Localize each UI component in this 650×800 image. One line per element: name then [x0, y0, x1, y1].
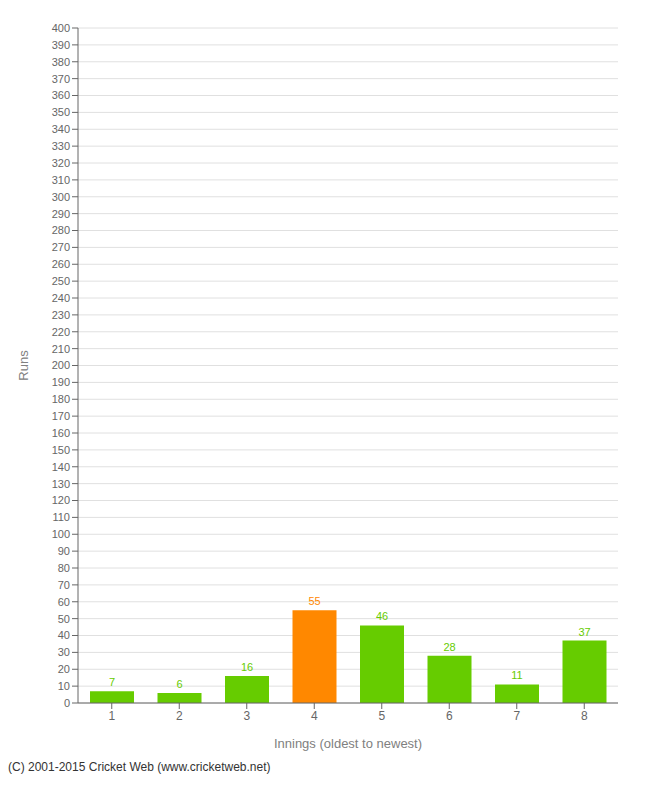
svg-text:50: 50	[58, 613, 70, 625]
svg-text:28: 28	[443, 641, 455, 653]
svg-text:300: 300	[52, 191, 70, 203]
svg-text:4: 4	[311, 709, 318, 723]
svg-text:Runs: Runs	[16, 350, 31, 381]
svg-text:30: 30	[58, 646, 70, 658]
svg-text:10: 10	[58, 680, 70, 692]
svg-text:100: 100	[52, 528, 70, 540]
svg-text:290: 290	[52, 208, 70, 220]
svg-text:320: 320	[52, 157, 70, 169]
svg-text:46: 46	[376, 610, 388, 622]
svg-text:60: 60	[58, 596, 70, 608]
svg-text:40: 40	[58, 629, 70, 641]
svg-text:Innings (oldest to newest): Innings (oldest to newest)	[274, 736, 422, 751]
svg-text:240: 240	[52, 292, 70, 304]
svg-text:190: 190	[52, 376, 70, 388]
svg-text:370: 370	[52, 73, 70, 85]
svg-text:170: 170	[52, 410, 70, 422]
svg-text:210: 210	[52, 343, 70, 355]
svg-text:16: 16	[241, 661, 253, 673]
svg-text:160: 160	[52, 427, 70, 439]
html-text:(C) 2001-2015 Cricket Web (www: (C) 2001-2015 Cricket Web (www.cricketwe…	[8, 760, 271, 774]
svg-text:80: 80	[58, 562, 70, 574]
svg-text:180: 180	[52, 393, 70, 405]
svg-text:6: 6	[446, 709, 453, 723]
svg-text:11: 11	[511, 669, 522, 681]
svg-text:8: 8	[581, 709, 588, 723]
svg-text:90: 90	[58, 545, 70, 557]
svg-text:55: 55	[308, 595, 320, 607]
svg-text:260: 260	[52, 258, 70, 270]
svg-text:230: 230	[52, 309, 70, 321]
svg-text:7: 7	[513, 709, 520, 723]
svg-text:140: 140	[52, 461, 70, 473]
svg-text:5: 5	[378, 709, 385, 723]
svg-text:2: 2	[176, 709, 183, 723]
svg-text:0: 0	[64, 697, 70, 709]
svg-text:400: 400	[52, 22, 70, 34]
svg-text:130: 130	[52, 478, 70, 490]
svg-text:200: 200	[52, 359, 70, 371]
svg-text:20: 20	[58, 663, 70, 675]
svg-text:120: 120	[52, 494, 70, 506]
svg-text:110: 110	[52, 511, 70, 523]
svg-text:37: 37	[578, 626, 590, 638]
svg-text:350: 350	[52, 106, 70, 118]
svg-text:360: 360	[52, 89, 70, 101]
svg-text:7: 7	[109, 676, 115, 688]
svg-text:70: 70	[58, 579, 70, 591]
svg-text:150: 150	[52, 444, 70, 456]
svg-text:330: 330	[52, 140, 70, 152]
svg-text:280: 280	[52, 224, 70, 236]
svg-text:220: 220	[52, 326, 70, 338]
svg-text:310: 310	[52, 174, 70, 186]
svg-text:340: 340	[52, 123, 70, 135]
svg-text:380: 380	[52, 56, 70, 68]
svg-text:270: 270	[52, 241, 70, 253]
svg-text:3: 3	[243, 709, 250, 723]
svg-text:1: 1	[108, 709, 115, 723]
svg-text:250: 250	[52, 275, 70, 287]
svg-text:390: 390	[52, 39, 70, 51]
svg-text:6: 6	[176, 678, 182, 690]
